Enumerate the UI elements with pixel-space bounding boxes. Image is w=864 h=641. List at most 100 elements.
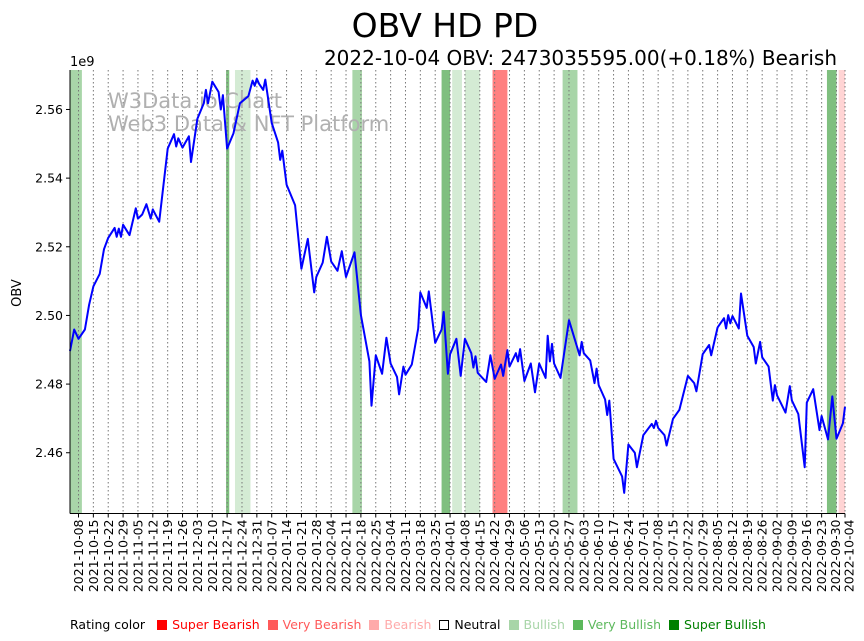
legend-swatch-icon: [267, 619, 278, 630]
x-tick-label: 2022-10-04: [841, 519, 856, 592]
rating-band: [492, 70, 508, 514]
legend-item: Very Bullish: [572, 617, 662, 632]
x-tick-label: 2022-01-21: [294, 520, 309, 593]
legend-item: Neutral: [439, 617, 501, 632]
x-tick-label: 2022-02-25: [368, 520, 383, 593]
x-tick-label: 2022-06-24: [621, 519, 636, 592]
legend-label: Super Bearish: [172, 617, 260, 632]
y-tick-label: 2.48: [35, 377, 63, 392]
rating-band: [826, 70, 837, 514]
y-tick-label: 2.56: [35, 102, 63, 117]
rating-band: [562, 70, 578, 514]
x-tick-label: 2022-05-13: [532, 520, 547, 593]
legend-item: Very Bearish: [267, 617, 362, 632]
x-tick-label: 2022-07-15: [666, 520, 681, 593]
x-tick-label: 2021-10-08: [71, 519, 86, 592]
rating-band: [226, 70, 230, 514]
legend-swatch-icon: [572, 619, 583, 630]
rating-band: [838, 70, 845, 514]
legend-item: Super Bearish: [157, 617, 260, 632]
x-tick-label: 2022-04-29: [502, 519, 517, 592]
legend-label: Bearish: [384, 617, 432, 632]
chart-title: OBV HD PD: [351, 6, 539, 45]
watermark: W3Data.io Chart Web3 Data & NFT Platform: [108, 89, 389, 136]
y-ticks: 2.46 2.48 2.50 2.52 2.54 2.56: [35, 102, 70, 460]
rating-band: [70, 70, 82, 514]
y-axis-label: OBV: [10, 279, 25, 307]
x-tick-label: 2022-01-07: [264, 520, 279, 593]
x-tick-label: 2022-08-05: [710, 520, 725, 593]
x-tick-label: 2022-07-08: [651, 519, 666, 592]
x-tick-label: 2022-03-25: [428, 520, 443, 593]
x-tick-label: 2022-09-23: [814, 520, 829, 593]
x-tick-label: 2021-10-15: [86, 520, 101, 593]
x-tick-label: 2021-12-31: [249, 520, 264, 593]
x-tick-label: 2021-10-29: [116, 519, 131, 592]
x-tick-label: 2021-12-17: [220, 520, 235, 593]
x-tick-label: 2022-07-22: [680, 520, 695, 593]
x-tick-label: 2022-03-18: [413, 519, 428, 592]
rating-band: [452, 70, 462, 514]
x-tick-label: 2022-02-11: [339, 520, 354, 593]
x-tick-label: 2022-02-04: [324, 519, 339, 592]
watermark-line-1: W3Data.io Chart: [108, 89, 282, 113]
x-tick-label: 2021-11-26: [175, 519, 190, 592]
x-tick-label: 2022-04-01: [443, 520, 458, 593]
rating-legend: Rating color Super Bearish Very Bearish Be…: [70, 617, 774, 632]
legend-swatch-icon: [508, 619, 519, 630]
x-tick-label: 2021-12-10: [205, 519, 220, 592]
rating-band: [464, 70, 480, 514]
chart-subtitle: 2022-10-04 OBV: 2473035595.00(+0.18%) Be…: [323, 46, 837, 70]
x-tick-label: 2022-02-18: [353, 519, 368, 592]
rating-band: [441, 70, 451, 514]
x-tick-label: 2022-04-08: [458, 519, 473, 592]
x-tick-label: 2022-07-01: [636, 520, 651, 593]
y-tick-label: 2.50: [35, 308, 63, 323]
x-tick-label: 2022-06-10: [591, 519, 606, 592]
x-tick-label: 2022-04-22: [487, 520, 502, 593]
x-tick-label: 2022-07-29: [695, 519, 710, 592]
axes: [69, 70, 845, 514]
x-tick-label: 2022-09-16: [799, 519, 814, 592]
x-tick-label: 2022-06-03: [576, 520, 591, 593]
x-tick-label: 2022-08-12: [725, 520, 740, 593]
x-tick-label: 2022-01-14: [279, 519, 294, 592]
legend-swatch-icon: [157, 619, 168, 630]
legend-swatch-icon: [439, 619, 450, 630]
x-tick-label: 2021-11-12: [145, 520, 160, 593]
x-tick-label: 2022-03-04: [383, 519, 398, 592]
x-tick-label: 2022-06-17: [606, 520, 621, 593]
legend-swatch-icon: [669, 619, 680, 630]
legend-item: Bullish: [508, 617, 565, 632]
y-tick-label: 2.46: [35, 445, 63, 460]
obv-series-line: [69, 77, 846, 494]
x-tick-label: 2022-05-20: [547, 519, 562, 592]
rating-band: [352, 70, 362, 514]
x-tick-label: 2022-01-28: [309, 519, 324, 592]
y-tick-label: 2.52: [35, 239, 63, 254]
x-tick-label: 2022-05-27: [562, 520, 577, 593]
legend-item: Super Bullish: [669, 617, 766, 632]
x-tick-label: 2021-10-22: [101, 520, 116, 593]
legend-label: Very Bearish: [282, 617, 362, 632]
legend-label: Neutral: [454, 617, 501, 632]
x-tick-label: 2022-09-09: [784, 519, 799, 592]
legend-label: Very Bullish: [587, 617, 662, 632]
rating-bands: [70, 70, 845, 514]
x-tick-label: 2022-09-30: [828, 519, 843, 592]
legend-title: Rating color: [70, 617, 146, 632]
x-tick-label: 2021-11-05: [131, 520, 146, 593]
x-tick-label: 2021-12-03: [190, 520, 205, 593]
x-tick-label: 2022-05-06: [517, 519, 532, 592]
legend-label: Bullish: [523, 617, 565, 632]
x-tick-label: 2021-11-19: [160, 519, 175, 592]
x-tick-label: 2021-12-24: [235, 519, 250, 592]
y-tick-label: 2.54: [35, 171, 63, 186]
legend-label: Super Bullish: [684, 617, 766, 632]
legend-item: Bearish: [369, 617, 431, 632]
legend-swatch-icon: [369, 619, 380, 630]
x-tick-label: 2022-08-19: [740, 519, 755, 592]
x-tick-label: 2022-08-26: [755, 519, 770, 592]
rating-band: [234, 70, 251, 514]
